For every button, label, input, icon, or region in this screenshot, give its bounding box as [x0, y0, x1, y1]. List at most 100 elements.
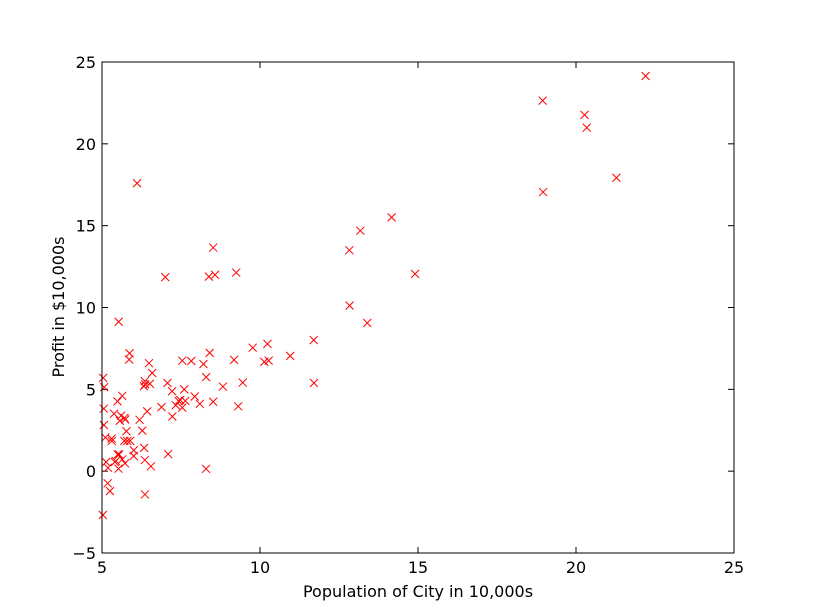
data-point	[229, 355, 239, 365]
data-point	[144, 358, 154, 368]
data-point	[233, 401, 243, 411]
data-point	[208, 243, 218, 252]
data-point	[180, 396, 190, 406]
data-point	[107, 434, 117, 444]
data-point	[157, 402, 166, 412]
data-point	[641, 71, 650, 81]
data-point	[195, 399, 205, 409]
data-point	[105, 486, 115, 496]
data-point	[177, 403, 187, 412]
x-tick-label: 20	[566, 558, 586, 577]
data-point	[163, 378, 172, 388]
data-point	[264, 356, 274, 366]
data-point	[109, 409, 119, 419]
data-point	[582, 123, 592, 132]
x-axis-label: Population of City in 10,000s	[303, 582, 533, 601]
data-point	[101, 457, 111, 467]
data-point	[362, 318, 372, 328]
data-point	[174, 396, 183, 406]
data-point	[201, 464, 211, 474]
data-point	[137, 426, 147, 436]
data-point	[140, 376, 150, 386]
data-point	[98, 373, 108, 383]
data-point	[140, 490, 150, 499]
data-point	[129, 451, 139, 461]
y-tick-label: 5	[86, 380, 96, 399]
x-tick-label: 5	[97, 558, 107, 577]
data-point	[142, 407, 152, 416]
data-point	[122, 436, 132, 446]
y-tick-label: 10	[76, 299, 96, 318]
data-point	[538, 96, 548, 106]
data-point	[356, 226, 365, 236]
data-point	[538, 187, 548, 197]
data-point	[160, 272, 170, 282]
data-points	[98, 71, 650, 520]
data-point	[163, 449, 173, 459]
y-tick-label: 25	[76, 53, 96, 72]
data-point	[132, 178, 142, 188]
data-point	[98, 510, 108, 520]
data-point	[410, 269, 420, 279]
data-point	[114, 464, 123, 474]
data-point	[387, 213, 396, 222]
data-point	[103, 478, 113, 488]
data-point	[117, 391, 127, 401]
y-tick-label: 20	[76, 135, 96, 154]
x-tick-label: 25	[724, 558, 744, 577]
data-point	[107, 436, 117, 446]
data-point	[99, 420, 109, 430]
data-point	[135, 415, 144, 425]
data-point	[208, 397, 218, 407]
data-point	[167, 412, 177, 421]
data-point	[199, 359, 208, 369]
data-point	[345, 301, 354, 310]
data-point	[114, 450, 124, 459]
data-point	[111, 456, 121, 466]
data-point	[115, 416, 125, 426]
data-point	[205, 348, 215, 358]
y-tick-label: 0	[86, 462, 96, 481]
data-point	[179, 385, 189, 394]
data-point	[120, 436, 129, 446]
data-point	[125, 348, 134, 358]
data-point	[114, 317, 124, 327]
data-point	[309, 335, 319, 345]
data-point	[99, 404, 109, 414]
data-point	[177, 356, 187, 366]
data-point	[210, 270, 220, 280]
data-point	[580, 110, 589, 120]
data-point	[122, 426, 131, 436]
plot-frame	[101, 61, 735, 554]
data-point	[186, 356, 196, 366]
y-axis-label: Profit in $10,000s	[49, 237, 68, 378]
data-point	[263, 339, 272, 349]
data-point	[145, 379, 155, 389]
data-point	[218, 382, 228, 391]
data-point	[113, 450, 123, 459]
data-point	[345, 245, 354, 255]
data-point	[201, 372, 211, 382]
data-point	[147, 368, 157, 378]
tick-labels: 5 10 15 20 25 −5 0 5 10 15 20 25	[72, 53, 744, 577]
data-point	[103, 463, 113, 473]
data-point	[116, 411, 126, 420]
data-point	[612, 173, 621, 183]
y-tick-label: 15	[76, 217, 96, 236]
plot-background	[102, 62, 734, 553]
data-point	[140, 455, 150, 465]
data-point	[171, 400, 181, 410]
data-point	[238, 378, 248, 387]
data-point	[248, 343, 258, 353]
data-point	[231, 268, 241, 277]
data-point	[190, 392, 200, 401]
data-point	[120, 458, 130, 468]
data-point	[309, 378, 319, 388]
data-point	[285, 351, 295, 361]
x-tick-label: 15	[408, 558, 428, 577]
y-tick-label: −5	[72, 544, 96, 563]
x-tick-label: 10	[250, 558, 270, 577]
data-point	[204, 272, 214, 281]
data-point	[167, 386, 177, 396]
